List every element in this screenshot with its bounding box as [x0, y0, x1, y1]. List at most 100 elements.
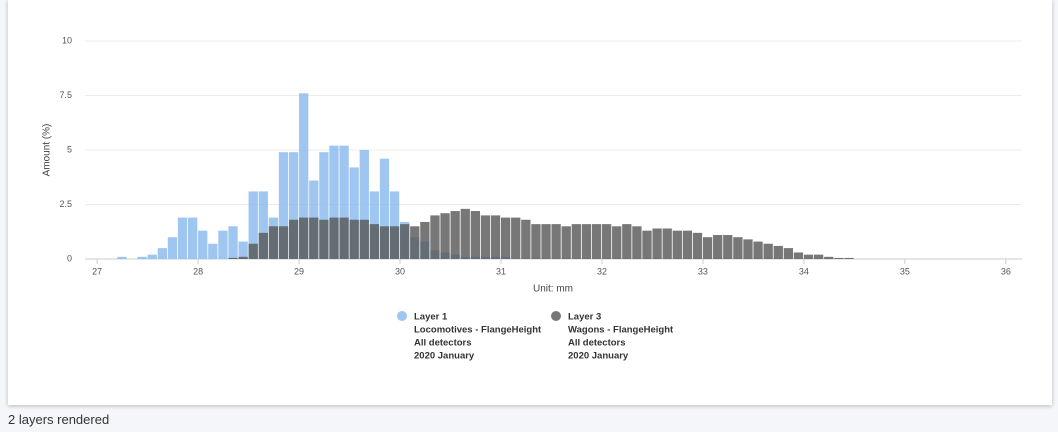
bar: [339, 217, 349, 259]
y-tick-label: 2.5: [59, 199, 72, 209]
bar: [238, 241, 248, 259]
bar: [278, 226, 289, 259]
bar: [288, 152, 299, 259]
bar: [319, 219, 329, 259]
bar: [339, 145, 349, 259]
bar: [571, 224, 581, 259]
bar: [531, 224, 541, 259]
bar: [319, 152, 329, 259]
x-tick-label: 28: [193, 266, 203, 276]
bar: [480, 215, 491, 259]
bar: [379, 226, 390, 259]
bar: [551, 224, 561, 259]
bar: [783, 248, 794, 259]
bar: [420, 221, 430, 259]
legend-detail: Locomotives - FlangeHeight: [414, 325, 542, 336]
x-tick-label: 31: [496, 266, 506, 276]
bar: [824, 256, 834, 259]
bar: [521, 219, 531, 259]
bar: [642, 230, 652, 259]
legend-detail: 2020 January: [568, 351, 629, 362]
bar: [733, 237, 743, 259]
bar: [601, 224, 612, 259]
bar: [288, 219, 299, 259]
bar: [349, 167, 359, 259]
bar: [147, 254, 157, 259]
bar: [692, 232, 703, 259]
bar: [157, 248, 167, 259]
bar: [137, 256, 147, 259]
bar: [844, 257, 854, 259]
bar: [258, 232, 268, 259]
bar: [682, 230, 693, 259]
x-tick-label: 30: [395, 266, 405, 276]
bar: [117, 256, 127, 259]
bar: [389, 191, 400, 259]
bar: [167, 237, 178, 259]
x-axis-label: Unit: mm: [533, 284, 573, 295]
legend-detail: All detectors: [568, 338, 626, 349]
bar: [662, 228, 672, 259]
bar: [218, 230, 228, 259]
bar: [814, 254, 824, 259]
bar: [299, 93, 309, 259]
y-tick-label: 5: [67, 144, 72, 154]
bar: [450, 211, 460, 259]
bar: [773, 245, 783, 259]
bar: [299, 217, 309, 259]
bar: [389, 226, 400, 259]
bar: [713, 235, 723, 259]
x-tick-label: 27: [92, 266, 102, 276]
bar: [258, 191, 268, 259]
legend-detail: 2020 January: [414, 351, 475, 362]
bar: [490, 215, 501, 259]
legend-detail: Wagons - FlangeHeight: [568, 325, 674, 336]
bar: [500, 217, 511, 259]
bar: [198, 230, 208, 259]
bar: [379, 158, 390, 259]
bar: [430, 215, 440, 259]
bar: [228, 226, 238, 259]
bar: [753, 241, 763, 259]
y-tick-label: 0: [67, 253, 72, 263]
bar: [187, 217, 198, 259]
bar: [369, 224, 380, 259]
legend-label: Layer 3: [568, 312, 601, 323]
legend-detail: All detectors: [414, 338, 472, 349]
x-tick-label: 34: [799, 266, 809, 276]
y-axis-label: Amount (%): [42, 124, 53, 177]
bar: [278, 152, 289, 259]
bar: [228, 257, 238, 259]
bar: [581, 224, 592, 259]
bar: [440, 213, 450, 259]
bar: [612, 226, 622, 259]
legend-marker: [397, 311, 407, 321]
bar: [803, 254, 814, 259]
bar: [672, 230, 682, 259]
bar: [793, 252, 804, 259]
status-text: 2 layers rendered: [8, 412, 110, 427]
bar: [268, 226, 279, 259]
bar: [632, 226, 642, 259]
bar: [329, 217, 339, 259]
bar: [309, 217, 319, 259]
bar: [541, 224, 551, 259]
bar: [622, 224, 632, 259]
y-tick-label: 7.5: [59, 90, 72, 100]
bar: [359, 219, 369, 259]
chart: Amount (%) Unit: mm 0 2.5 5 7.5 10 27 28 29 30 31…: [42, 35, 1022, 362]
bar: [511, 217, 521, 259]
x-tick-label: 32: [597, 266, 607, 276]
bar: [834, 257, 844, 259]
bar: [248, 243, 258, 259]
bar: [591, 224, 602, 259]
bar: [763, 243, 773, 259]
legend-marker: [551, 311, 561, 321]
bar: [329, 145, 339, 259]
x-tick-label: 36: [1001, 266, 1011, 276]
bar: [723, 235, 733, 259]
legend-label: Layer 1: [414, 312, 448, 323]
bar: [177, 217, 188, 259]
bar: [248, 191, 258, 259]
